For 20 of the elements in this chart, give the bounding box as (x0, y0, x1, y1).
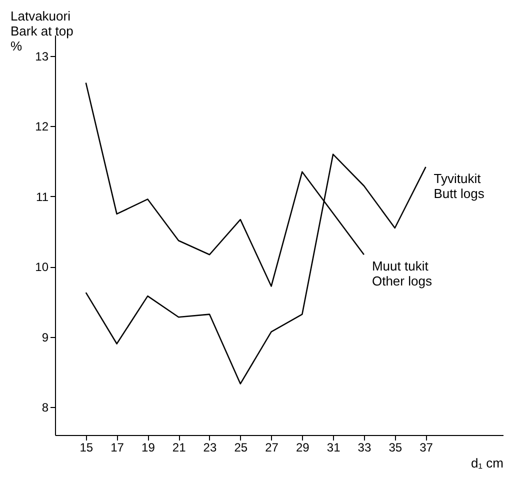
x-tick-label: 21 (172, 440, 186, 454)
series-label: Muut tukit Other logs (372, 258, 432, 289)
y-tick-label: 11 (36, 190, 49, 204)
y-tick-label: 8 (42, 400, 49, 414)
x-tick-label: 37 (420, 440, 434, 454)
x-tick-label: 15 (80, 440, 94, 454)
x-tick-label: 27 (265, 440, 279, 454)
series-label: Tyvitukit Butt logs (434, 170, 485, 201)
x-tick-label: 25 (234, 440, 248, 454)
x-tick-label: 29 (296, 440, 310, 454)
x-tick-label: 33 (358, 440, 372, 454)
y-tick-label: 9 (42, 330, 49, 344)
y-tick-label: 12 (35, 120, 49, 134)
x-tick-label: 19 (142, 440, 156, 454)
x-tick-label: 35 (388, 440, 402, 454)
x-tick-label: 31 (326, 440, 341, 454)
x-axis-title: d₁ cm (470, 456, 504, 470)
x-tick-label: 17 (110, 440, 124, 454)
y-tick-label: 10 (35, 260, 49, 274)
x-tick-label: 23 (203, 440, 217, 454)
